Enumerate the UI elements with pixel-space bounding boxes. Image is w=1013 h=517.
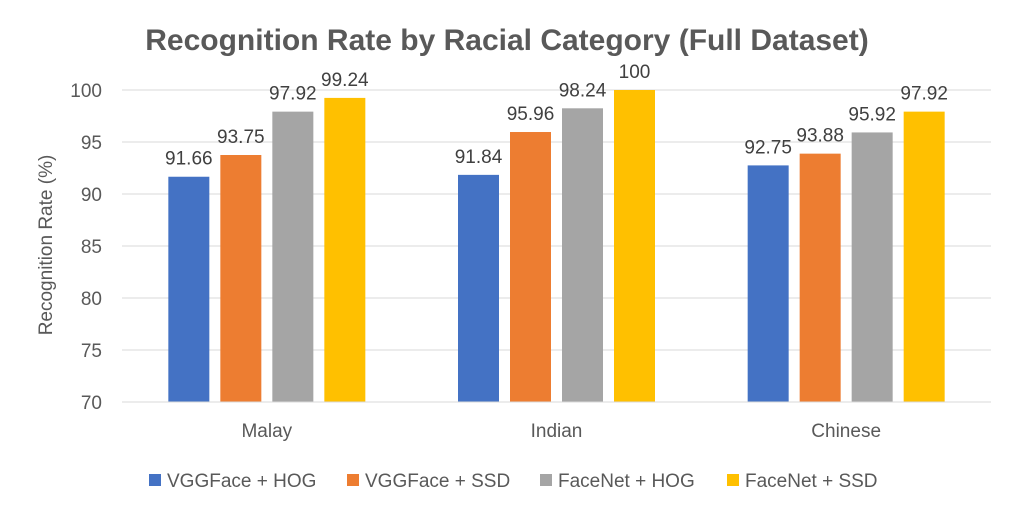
data-label: 97.92 xyxy=(269,84,317,105)
data-label: 99.24 xyxy=(321,70,369,91)
y-axis-label: Recognition Rate (%) xyxy=(36,155,57,336)
bar xyxy=(903,111,945,403)
legend-label: VGGFace + SSD xyxy=(365,471,510,492)
y-tick-label: 75 xyxy=(81,341,102,362)
data-label: 91.66 xyxy=(165,149,213,170)
data-label: 93.88 xyxy=(796,126,844,147)
y-axis-ticks: 70 75 80 85 90 95 100 xyxy=(70,81,102,414)
legend-swatch xyxy=(727,474,739,486)
y-tick-label: 90 xyxy=(81,185,102,206)
data-label: 91.84 xyxy=(455,147,503,168)
data-label: 100 xyxy=(619,62,651,83)
data-labels: 91.6693.7597.9299.2491.8495.9698.2410092… xyxy=(165,62,948,170)
y-tick-label: 70 xyxy=(81,393,102,414)
category-label: Malay xyxy=(241,421,292,442)
bars xyxy=(168,90,945,403)
data-label: 95.92 xyxy=(848,104,896,125)
y-tick-label: 100 xyxy=(70,81,102,102)
data-label: 92.75 xyxy=(744,137,792,158)
category-label: Indian xyxy=(531,421,583,442)
bar xyxy=(851,132,893,402)
bar xyxy=(272,111,314,403)
bar xyxy=(747,165,789,402)
legend: VGGFace + HOG VGGFace + SSD FaceNet + HOG F… xyxy=(149,471,878,492)
bar xyxy=(168,176,210,402)
bar xyxy=(562,108,603,402)
legend-swatch xyxy=(149,474,161,486)
legend-label: FaceNet + HOG xyxy=(558,471,695,492)
legend-label: VGGFace + HOG xyxy=(167,471,316,492)
data-label: 93.75 xyxy=(217,127,265,148)
data-label: 95.96 xyxy=(507,104,555,125)
chart-title: Recognition Rate by Racial Category (Ful… xyxy=(145,24,868,57)
x-axis-categories: Malay Indian Chinese xyxy=(241,421,881,442)
y-tick-label: 80 xyxy=(81,289,102,310)
gridlines xyxy=(122,89,991,351)
legend-label: FaceNet + SSD xyxy=(745,471,878,492)
data-label: 97.92 xyxy=(900,84,948,105)
bar xyxy=(324,97,366,403)
y-tick-label: 95 xyxy=(81,133,102,154)
legend-swatch xyxy=(540,474,552,486)
legend-swatch xyxy=(347,474,359,486)
bar xyxy=(458,174,499,402)
bar xyxy=(510,132,551,403)
bar xyxy=(220,155,262,402)
bar xyxy=(799,153,841,402)
data-label: 98.24 xyxy=(559,80,607,101)
category-label: Chinese xyxy=(811,421,881,442)
y-tick-label: 85 xyxy=(81,237,102,258)
bar xyxy=(614,90,655,402)
